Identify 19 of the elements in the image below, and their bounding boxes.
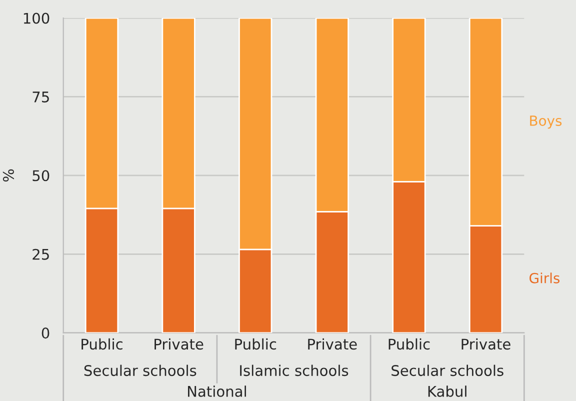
y-tick-label: 75 bbox=[32, 92, 49, 102]
text: Kabul bbox=[428, 386, 466, 397]
y-tick-label: 50 bbox=[32, 170, 50, 182]
series-label: Girls bbox=[530, 272, 560, 284]
text: Islamic schools bbox=[240, 364, 348, 376]
text: Boys bbox=[530, 116, 562, 129]
x-tick-label: Private bbox=[462, 338, 510, 350]
text: Secular schools bbox=[392, 364, 504, 376]
x-tick-label: Public bbox=[235, 338, 276, 350]
x-tick-label: Private bbox=[154, 338, 204, 350]
y-tick-label: 25 bbox=[32, 248, 49, 260]
text: National bbox=[188, 386, 246, 397]
text: Secular schools bbox=[84, 364, 196, 376]
x-tick-label: Public bbox=[82, 338, 122, 350]
x-tick-label: Public bbox=[388, 338, 430, 350]
x-tick-label: Private bbox=[308, 338, 357, 350]
y-axis-title: % bbox=[2, 169, 14, 182]
y-tick-label: 0 bbox=[42, 328, 50, 339]
y-tick-label: 100 bbox=[24, 12, 50, 24]
